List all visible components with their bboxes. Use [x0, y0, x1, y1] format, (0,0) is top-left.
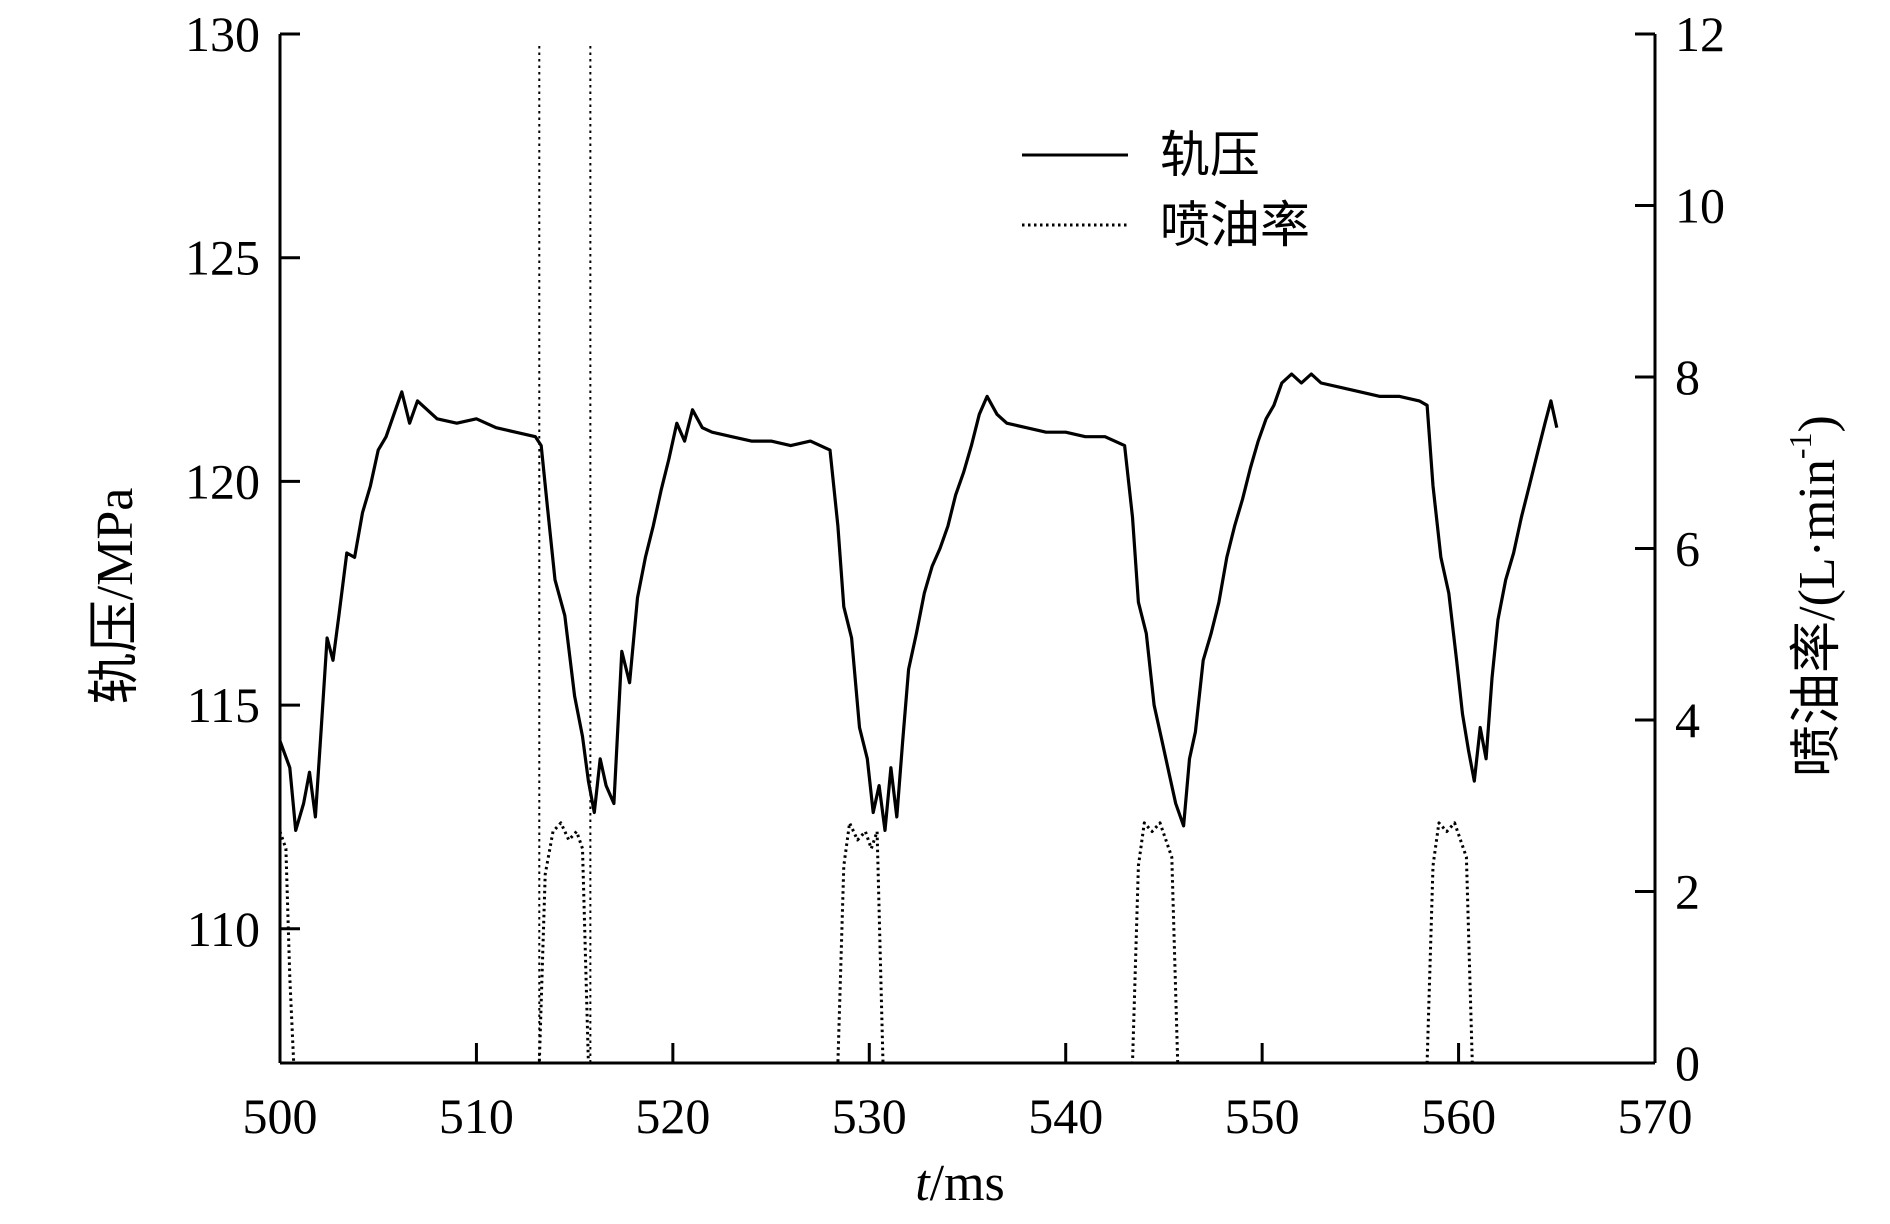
series-layer — [278, 372, 1559, 1065]
reference-lines — [538, 46, 592, 1063]
x-tick-label: 540 — [1028, 1088, 1103, 1144]
y-right-tick-label: 0 — [1675, 1035, 1700, 1091]
y-left-tick-label: 115 — [187, 677, 260, 733]
x-tick-label: 570 — [1618, 1088, 1693, 1144]
y-right-tick-label: 8 — [1675, 349, 1700, 405]
x-axis-title-italic: t — [915, 1155, 931, 1212]
y-right-tick-label: 10 — [1675, 178, 1725, 234]
series-line-rail-pressure — [278, 372, 1559, 833]
legend-label-rail-pressure: 轨压 — [1160, 127, 1260, 183]
y-right-axis-title-sup: -1 — [1782, 432, 1818, 459]
y-right-axis-title: 喷油率/(L·min-1) — [1782, 415, 1846, 777]
y-right-tick-label: 2 — [1675, 864, 1700, 920]
tick-labels: 500 510 520 530 540 550 560 570 110 115 120 125 130 0… — [185, 6, 1725, 1144]
legend: 轨压 喷油率 — [1022, 127, 1310, 253]
x-tick-label: 530 — [832, 1088, 907, 1144]
x-tick-label: 500 — [243, 1088, 318, 1144]
y-left-axis-title: 轨压/MPa — [87, 488, 144, 705]
legend-label-injection-rate: 喷油率 — [1160, 197, 1310, 253]
x-tick-label: 560 — [1421, 1088, 1496, 1144]
x-tick-label: 550 — [1225, 1088, 1300, 1144]
y-right-axis-title-close: ) — [1789, 415, 1846, 432]
axes — [278, 34, 1657, 1065]
x-axis-title: t/ms — [915, 1155, 1005, 1212]
x-axis-title-rest: /ms — [930, 1155, 1005, 1212]
y-left-tick-label: 110 — [187, 901, 260, 957]
y-left-tick-label: 125 — [185, 230, 260, 286]
y-right-tick-label: 6 — [1675, 521, 1700, 577]
series-line-injection-rate — [278, 821, 1557, 1065]
y-right-tick-label: 4 — [1675, 692, 1700, 748]
y-right-axis-title-main: 喷油率/(L·min — [1789, 459, 1846, 777]
x-tick-label: 520 — [635, 1088, 710, 1144]
y-left-tick-label: 130 — [185, 6, 260, 62]
tick-marks — [278, 32, 1657, 1065]
y-right-tick-label: 12 — [1675, 6, 1725, 62]
y-left-tick-label: 120 — [185, 453, 260, 509]
x-tick-label: 510 — [439, 1088, 514, 1144]
